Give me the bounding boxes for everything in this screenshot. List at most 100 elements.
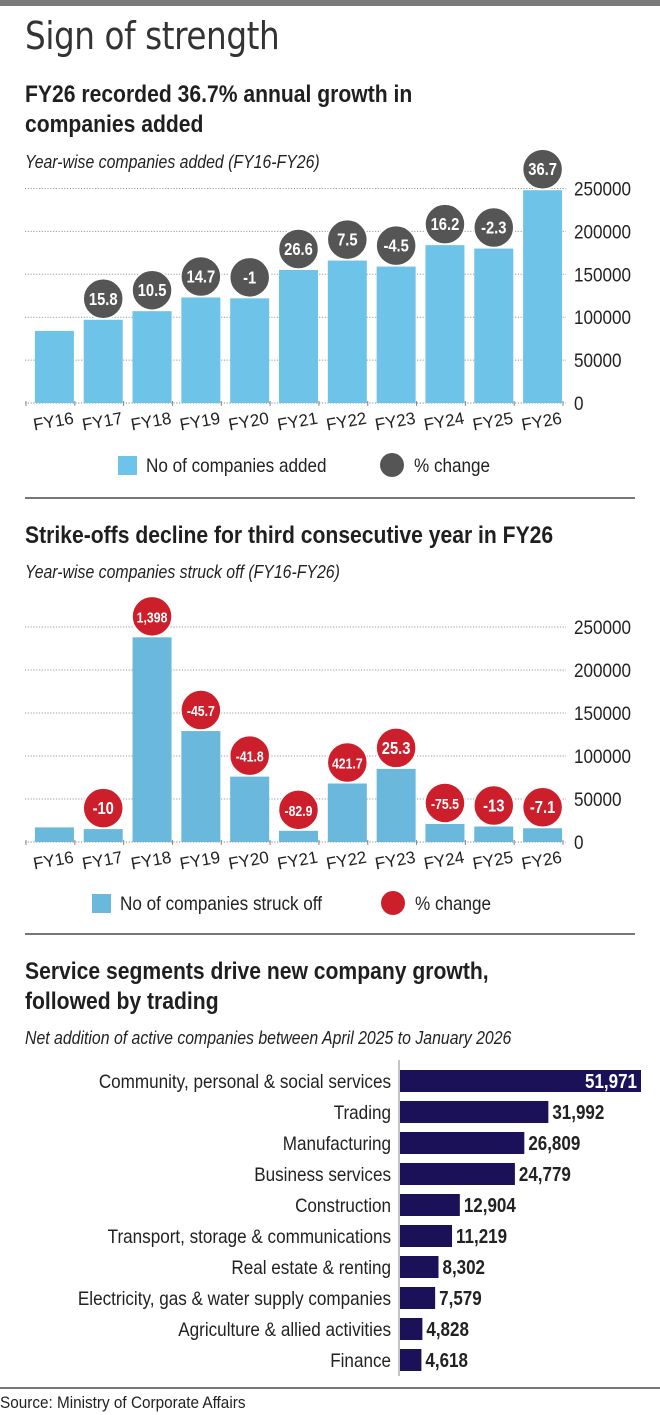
bar (400, 1225, 453, 1247)
footer-divider (0, 1387, 660, 1389)
chart1-subtitle: Year-wise companies added (FY16-FY26) (25, 152, 320, 172)
y-tick-label: 150000 (574, 703, 631, 724)
percent-change-bubble (131, 269, 173, 311)
top-bar (0, 0, 660, 6)
percent-change-label: -41.8 (236, 749, 264, 765)
percent-change-label: -4.5 (383, 236, 408, 256)
bar (400, 1349, 422, 1371)
x-tick-label: FY26 (520, 409, 563, 435)
x-tick-label: FY21 (276, 409, 319, 435)
bar (400, 1318, 423, 1340)
bar (400, 1132, 525, 1154)
legend-bar-swatch (92, 894, 111, 913)
percent-change-bubble (180, 689, 222, 731)
x-tick-label: FY19 (178, 848, 221, 874)
bar (181, 297, 221, 403)
bar (474, 826, 514, 842)
bar (474, 248, 514, 403)
bar (34, 330, 74, 403)
bar (132, 637, 172, 842)
y-tick-label: 100000 (574, 746, 631, 767)
chart3-title: Service segments drive new company growt… (25, 958, 489, 1015)
divider (25, 497, 635, 499)
y-tick-label: 150000 (574, 264, 631, 285)
chart3-sector-additions: Community, personal & social services 51,… (78, 1060, 641, 1376)
y-tick-label: 50000 (574, 789, 622, 810)
value-label: 11,219 (456, 1225, 507, 1248)
value-label: 7,579 (439, 1287, 482, 1310)
percent-change-label: 25.3 (382, 739, 411, 759)
legend-percent-swatch (381, 891, 405, 915)
legend-bar-label: No of companies struck off (120, 893, 323, 914)
x-tick-label: FY24 (422, 848, 465, 874)
bar (400, 1070, 641, 1092)
bar (523, 828, 563, 842)
percent-change-label: 7.5 (337, 230, 357, 250)
value-label: 26,809 (528, 1132, 580, 1155)
percent-change-label: -1 (243, 268, 256, 288)
x-tick-label: FY16 (32, 848, 75, 874)
percent-change-bubble (228, 256, 271, 299)
x-tick-label: FY24 (422, 409, 465, 435)
percent-change-label: 421.7 (332, 755, 363, 771)
percent-change-label: 36.7 (528, 160, 557, 180)
percent-change-bubble (228, 734, 271, 777)
percent-change-bubble (180, 255, 222, 298)
percent-change-label: 16.2 (431, 215, 460, 235)
category-label: Transport, storage & communications (108, 1226, 391, 1247)
value-label: 4,828 (426, 1318, 469, 1341)
x-tick-label: FY21 (276, 848, 319, 874)
percent-change-bubble (82, 787, 124, 829)
y-tick-label: 50000 (574, 350, 622, 371)
x-tick-label: FY19 (178, 409, 221, 435)
percent-change-label: -13 (483, 796, 504, 816)
bar (327, 260, 367, 403)
percent-change-label: -2.3 (481, 218, 506, 238)
bar (230, 776, 270, 842)
percent-change-bubble (521, 786, 564, 828)
percent-change-label: -10 (93, 799, 114, 819)
value-label: 8,302 (442, 1256, 485, 1279)
category-label: Finance (330, 1350, 391, 1371)
bar (376, 768, 416, 842)
y-tick-label: 200000 (574, 660, 631, 681)
percent-change-bubble (473, 784, 515, 827)
percent-change-bubble (131, 595, 173, 638)
x-tick-label: FY22 (325, 848, 368, 874)
x-tick-label: FY16 (32, 409, 75, 435)
legend-percent-label: % change (414, 455, 490, 476)
percent-change-bubble (521, 150, 564, 190)
chart2-companies-struck-off: 0 50000 100000 150000 200000 250000 FY16 FY17 -1… (25, 595, 631, 915)
percent-change-bubble (326, 741, 369, 784)
bar (425, 245, 465, 403)
category-label: Electricity, gas & water supply companie… (78, 1288, 391, 1309)
chart2-subtitle: Year-wise companies struck off (FY16-FY2… (25, 562, 340, 582)
x-tick-label: FY20 (227, 409, 270, 435)
x-tick-label: FY25 (471, 848, 514, 874)
chart1-companies-added: 0 50000 100000 150000 200000 250000 FY16 FY17 15… (25, 150, 631, 477)
category-label: Real estate & renting (231, 1257, 391, 1278)
percent-change-label: -75.5 (431, 796, 459, 812)
x-tick-label: FY17 (81, 409, 124, 435)
bar (279, 270, 318, 403)
bar (523, 190, 563, 403)
percent-change-bubble (375, 727, 417, 769)
bar (279, 830, 318, 842)
bar (327, 783, 367, 842)
category-label: Business services (254, 1164, 391, 1185)
category-label: Community, personal & social services (99, 1071, 391, 1092)
bar (400, 1101, 549, 1123)
percent-change-bubble (473, 206, 515, 249)
value-label: 24,779 (519, 1163, 571, 1186)
x-tick-label: FY26 (520, 848, 563, 874)
percent-change-label: -45.7 (187, 703, 215, 719)
x-tick-label: FY25 (471, 409, 514, 435)
y-tick-label: 200000 (574, 222, 631, 243)
percent-change-bubble (277, 789, 320, 831)
x-tick-label: FY18 (129, 848, 172, 874)
y-tick-label: 250000 (574, 179, 631, 200)
x-tick-label: FY18 (129, 409, 172, 435)
percent-change-bubble (82, 278, 124, 320)
bar (34, 827, 74, 842)
x-tick-label: FY22 (325, 409, 368, 435)
